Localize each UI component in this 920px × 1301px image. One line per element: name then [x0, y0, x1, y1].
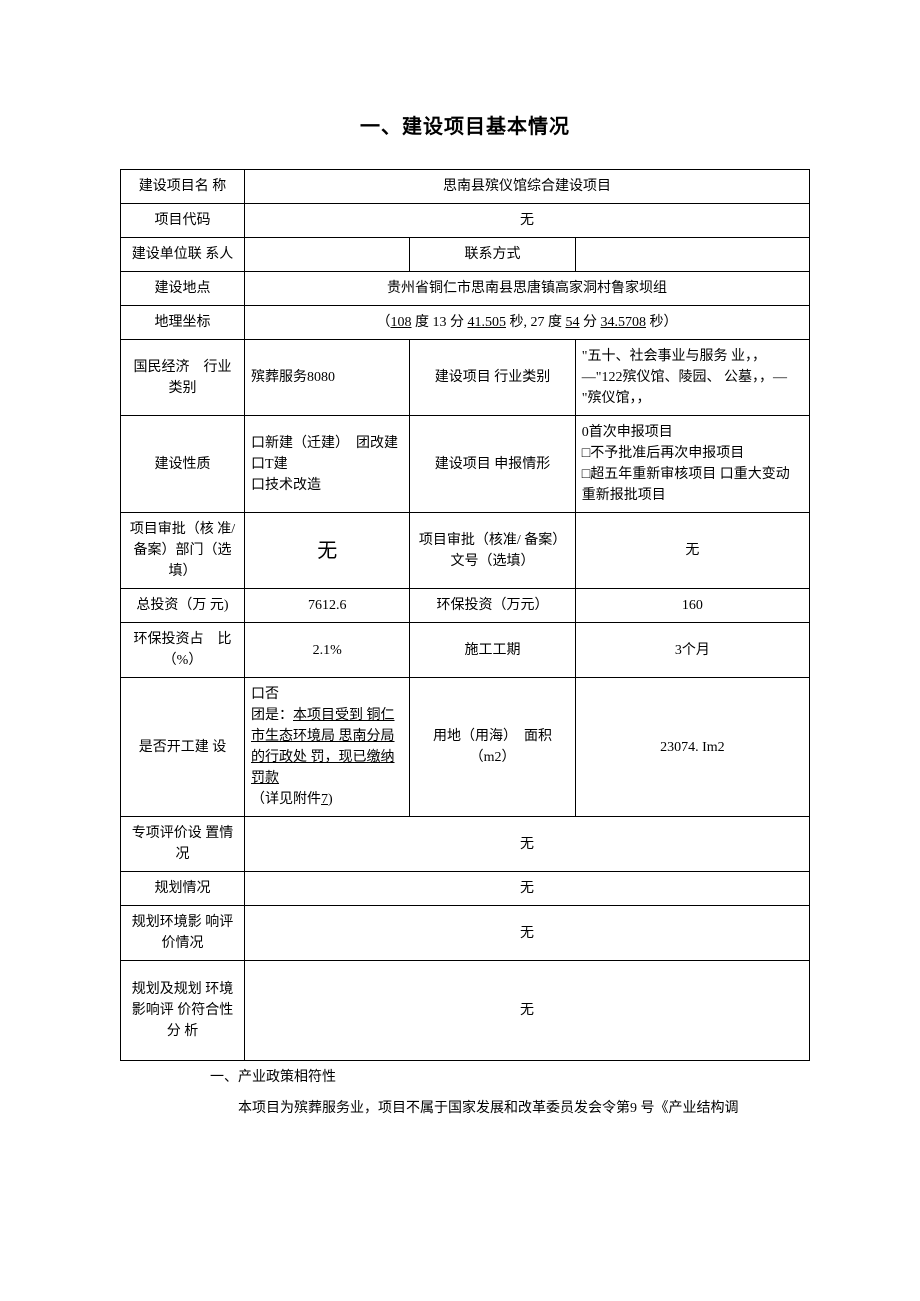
table-row: 总投资（万 元) 7612.6 环保投资（万元） 160 [121, 589, 810, 623]
value-nature: 口新建（迁建） 团改建 口T建 口技术改造 [245, 416, 410, 513]
value-duration: 3个月 [575, 623, 809, 678]
label-approval-dept: 项目审批（核 准/备案）部门（选填） [121, 513, 245, 589]
label-env-ratio: 环保投资占 比（%） [121, 623, 245, 678]
value-approval-no: 无 [575, 513, 809, 589]
footer-text: 一、产业政策相符性 本项目为殡葬服务业，项目不属于国家发展和改革委员发会令第9 … [120, 1065, 810, 1121]
footer-line-1: 一、产业政策相符性 [210, 1065, 790, 1090]
coords-lat-sec: 34.5708 [601, 315, 647, 330]
label-env-invest: 环保投资（万元） [410, 589, 575, 623]
label-special-eval: 专项评价设 置情况 [121, 817, 245, 872]
value-env-ratio: 2.1% [245, 623, 410, 678]
label-contact-method: 联系方式 [410, 238, 575, 272]
started-end: ) [328, 792, 333, 807]
value-location: 贵州省铜仁市思南县思唐镇高家洞村鲁家坝组 [245, 272, 810, 306]
coords-lon-sec: 41.505 [468, 315, 507, 330]
table-row: 国民经济 行业类别 殡葬服务8080 建设项目 行业类别 "五十、社会事业与服务… [121, 340, 810, 416]
table-row: 规划环境影 响评价情况 无 [121, 906, 810, 961]
label-location: 建设地点 [121, 272, 245, 306]
label-project-name: 建设项目名 称 [121, 170, 245, 204]
table-row: 项目代码 无 [121, 204, 810, 238]
label-industry: 国民经济 行业类别 [121, 340, 245, 416]
label-project-code: 项目代码 [121, 204, 245, 238]
value-project-name: 思南县殡仪馆综合建设项目 [245, 170, 810, 204]
started-post: （详见附件 [251, 792, 321, 807]
value-declare-type: 0首次申报项目 □不予批准后再次申报项目 □超五年重新审核项目 口重大变动重新报… [575, 416, 809, 513]
label-plan-compliance: 规划及规划 环境影响评 价符合性分 析 [121, 961, 245, 1061]
value-land-area: 23074. Im2 [575, 678, 809, 817]
value-contact-method [575, 238, 809, 272]
table-row: 是否开工建 设 口否 团是：本项目受到 铜仁市生态环境局 思南分局的行政处 罚，… [121, 678, 810, 817]
coords-lat-min: 54 [566, 315, 580, 330]
label-nature: 建设性质 [121, 416, 245, 513]
page-title: 一、建设项目基本情况 [120, 110, 810, 139]
label-duration: 施工工期 [410, 623, 575, 678]
label-started: 是否开工建 设 [121, 678, 245, 817]
label-coords: 地理坐标 [121, 306, 245, 340]
value-started: 口否 团是：本项目受到 铜仁市生态环境局 思南分局的行政处 罚，现已缴纳罚款 （… [245, 678, 410, 817]
value-plan-compliance: 无 [245, 961, 810, 1061]
table-row: 建设地点 贵州省铜仁市思南县思唐镇高家洞村鲁家坝组 [121, 272, 810, 306]
started-num: 7 [321, 792, 328, 807]
value-approval-dept: 无 [245, 513, 410, 589]
value-coords: （108 度 13 分 41.505 秒, 27 度 54 分 34.5708 … [245, 306, 810, 340]
label-land-area: 用地（用海） 面积（m2） [410, 678, 575, 817]
table-row: 建设性质 口新建（迁建） 团改建 口T建 口技术改造 建设项目 申报情形 0首次… [121, 416, 810, 513]
value-special-eval: 无 [245, 817, 810, 872]
table-row: 规划及规划 环境影响评 价符合性分 析 无 [121, 961, 810, 1061]
started-pre: 口否 团是： [251, 687, 293, 723]
label-plan: 规划情况 [121, 872, 245, 906]
label-declare-type: 建设项目 申报情形 [410, 416, 575, 513]
value-plan: 无 [245, 872, 810, 906]
label-total-invest: 总投资（万 元) [121, 589, 245, 623]
table-row: 规划情况 无 [121, 872, 810, 906]
table-row: 建设项目名 称 思南县殡仪馆综合建设项目 [121, 170, 810, 204]
value-industry-type: "五十、社会事业与服务 业，，—"122殡仪馆、陵园、 公墓，，— "殡仪馆，， [575, 340, 809, 416]
value-industry: 殡葬服务8080 [245, 340, 410, 416]
value-env-invest: 160 [575, 589, 809, 623]
value-plan-env: 无 [245, 906, 810, 961]
coords-mid3: 分 [580, 315, 601, 330]
table-row: 地理坐标 （108 度 13 分 41.505 秒, 27 度 54 分 34.… [121, 306, 810, 340]
footer-line-2: 本项目为殡葬服务业，项目不属于国家发展和改革委员发会令第9 号《产业结构调 [210, 1096, 790, 1121]
value-total-invest: 7612.6 [245, 589, 410, 623]
label-contact: 建设单位联 系人 [121, 238, 245, 272]
value-contact [245, 238, 410, 272]
coords-prefix: （ [377, 315, 391, 330]
coords-lon-deg: 108 [391, 315, 412, 330]
table-row: 专项评价设 置情况 无 [121, 817, 810, 872]
label-approval-no: 项目审批（核准/ 备案）文号（选填） [410, 513, 575, 589]
coords-mid2: 秒, 27 度 [506, 315, 566, 330]
value-project-code: 无 [245, 204, 810, 238]
project-info-table: 建设项目名 称 思南县殡仪馆综合建设项目 项目代码 无 建设单位联 系人 联系方… [120, 169, 810, 1061]
table-row: 建设单位联 系人 联系方式 [121, 238, 810, 272]
coords-mid1: 度 13 分 [412, 315, 468, 330]
coords-suffix: 秒） [646, 315, 678, 330]
table-row: 环保投资占 比（%） 2.1% 施工工期 3个月 [121, 623, 810, 678]
label-industry-type: 建设项目 行业类别 [410, 340, 575, 416]
table-row: 项目审批（核 准/备案）部门（选填） 无 项目审批（核准/ 备案）文号（选填） … [121, 513, 810, 589]
label-plan-env: 规划环境影 响评价情况 [121, 906, 245, 961]
